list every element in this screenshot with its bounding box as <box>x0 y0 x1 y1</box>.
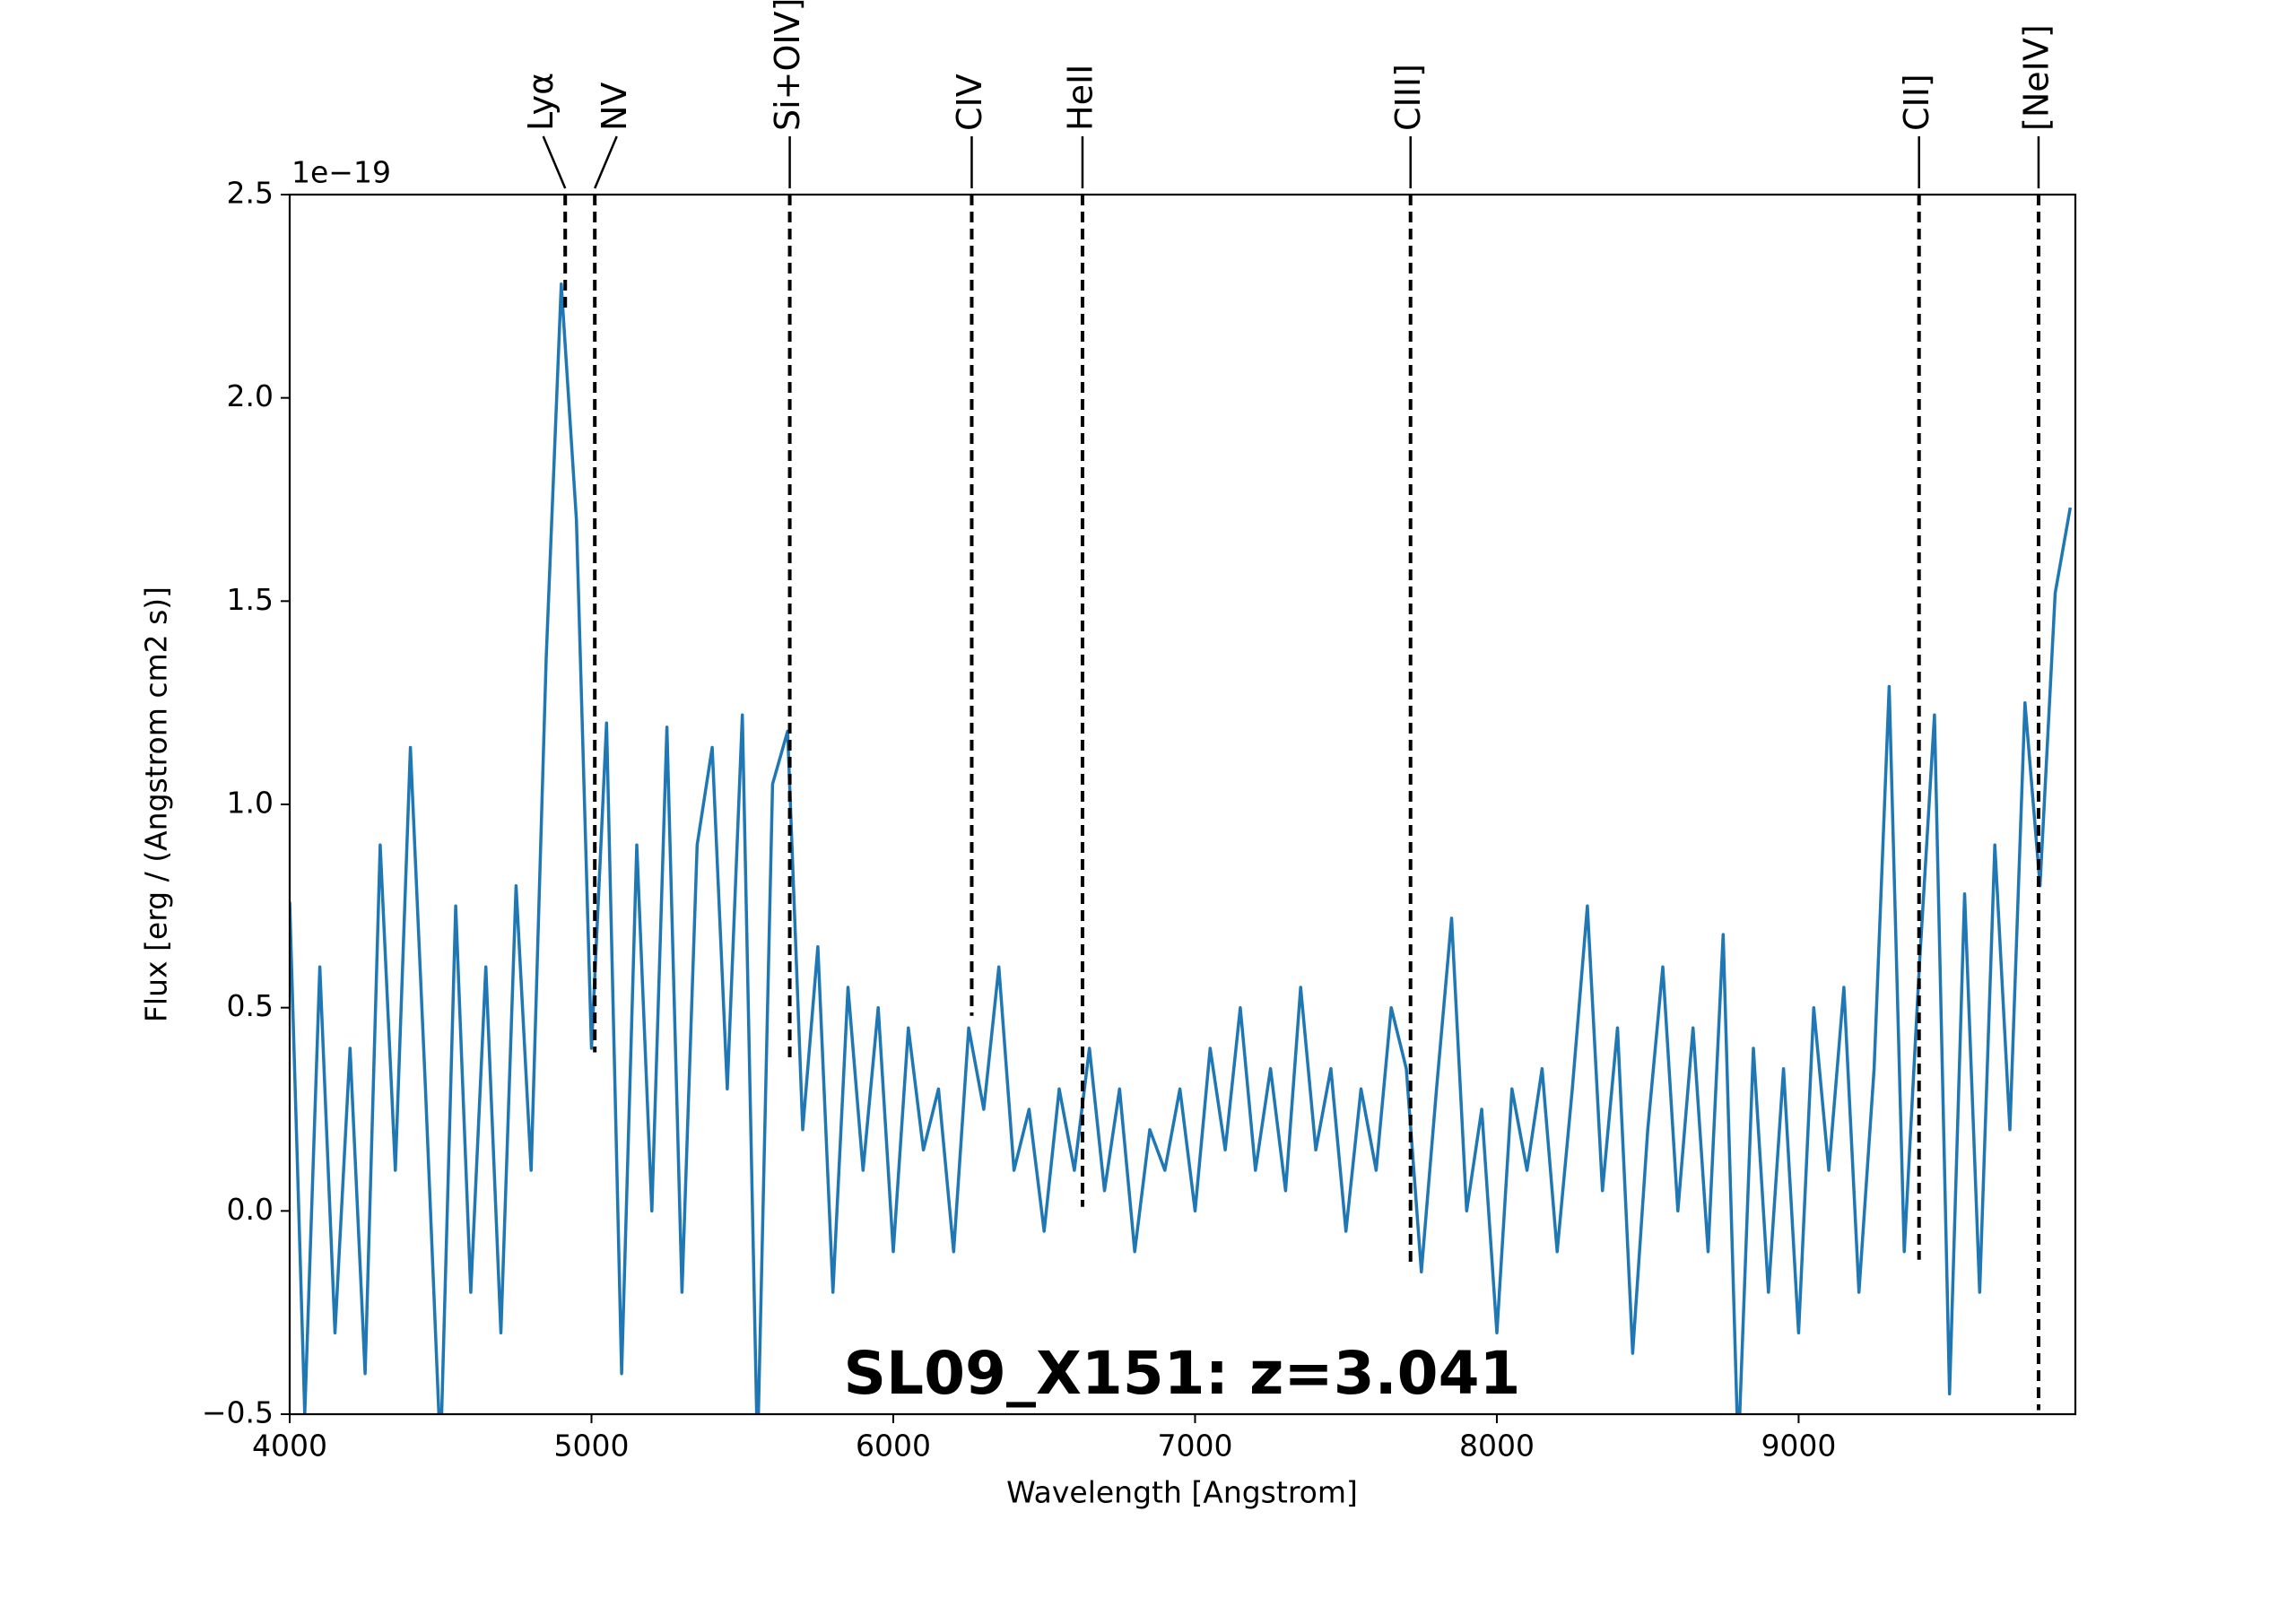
line-label: CIV <box>950 74 989 131</box>
label-connector <box>542 135 567 189</box>
x-tick-label: 5000 <box>553 1429 629 1464</box>
line-label: HeII <box>1060 65 1100 131</box>
y-tick-label: 0.5 <box>227 988 274 1023</box>
y-tick-label: 0.0 <box>227 1192 274 1227</box>
x-tick-label: 9000 <box>1761 1429 1836 1464</box>
chart-title: SL09_X151: z=3.041 <box>844 1339 1521 1408</box>
x-tick-label: 6000 <box>856 1429 931 1464</box>
line-label: [NeIV] <box>2016 24 2056 131</box>
line-label: CIII] <box>1388 64 1428 131</box>
x-tick-label: 7000 <box>1157 1429 1232 1464</box>
x-tick-label: 8000 <box>1459 1429 1535 1464</box>
y-axis-label: Flux [erg / (Angstrom cm2 s)] <box>139 586 174 1022</box>
offset-text: 1e−19 <box>291 155 391 190</box>
y-tick-label: 2.5 <box>227 176 274 211</box>
label-connector <box>594 135 618 189</box>
line-label: Lyα <box>521 73 561 131</box>
y-tick-label: 2.0 <box>227 378 274 413</box>
y-tick-label: −0.5 <box>202 1395 274 1430</box>
x-axis-label: Wavelength [Angstrom] <box>1006 1475 1358 1510</box>
x-tick-label: 4000 <box>252 1429 327 1464</box>
plot-area <box>290 282 2073 1414</box>
line-label: NV <box>595 83 634 131</box>
line-label: Si+OIV] <box>768 0 807 131</box>
y-tick-label: 1.5 <box>227 582 274 617</box>
y-tick-label: 1.0 <box>227 786 274 821</box>
spectrum-line <box>290 282 2073 1414</box>
line-label: CII] <box>1897 74 1936 131</box>
